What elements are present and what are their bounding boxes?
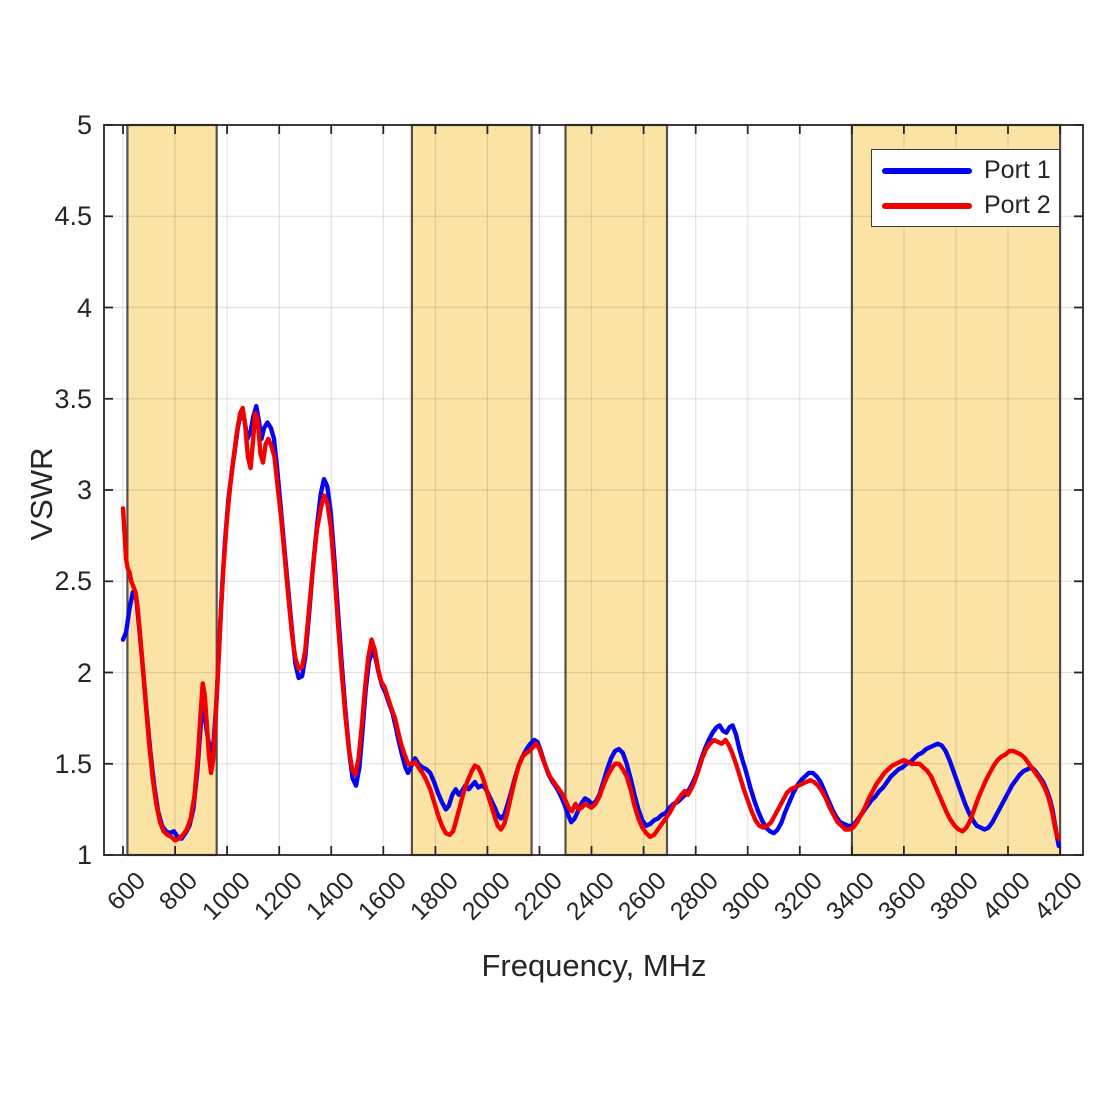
y-tick-label: 4.5 [54,201,92,232]
y-tick-label: 2 [76,657,92,688]
y-tick-label: 5 [76,110,92,140]
highlight-band [410,123,533,857]
legend-label-port1: Port 1 [984,156,1051,184]
y-tick-label: 1.5 [54,748,92,779]
y-tick-label: 2.5 [54,566,92,597]
legend-entry-port2: Port 2 [872,191,1059,220]
y-tick-label: 3.5 [54,383,92,414]
legend: Port 1 Port 2 [871,149,1060,227]
port1-line-swatch [882,167,972,174]
y-axis-title: VSWR [24,447,59,541]
y-tick-label: 3 [76,475,92,505]
x-axis-title: Frequency, MHz [481,948,707,983]
series-line-0 [120,403,1062,849]
highlight-band [850,123,1062,857]
legend-entry-port1: Port 1 [872,156,1059,185]
y-tick-label: 4 [76,292,92,323]
y-tick-label: 1 [76,840,92,870]
series-line-1 [120,405,1062,843]
legend-label-port2: Port 2 [984,191,1051,219]
port2-line-swatch [882,202,972,209]
